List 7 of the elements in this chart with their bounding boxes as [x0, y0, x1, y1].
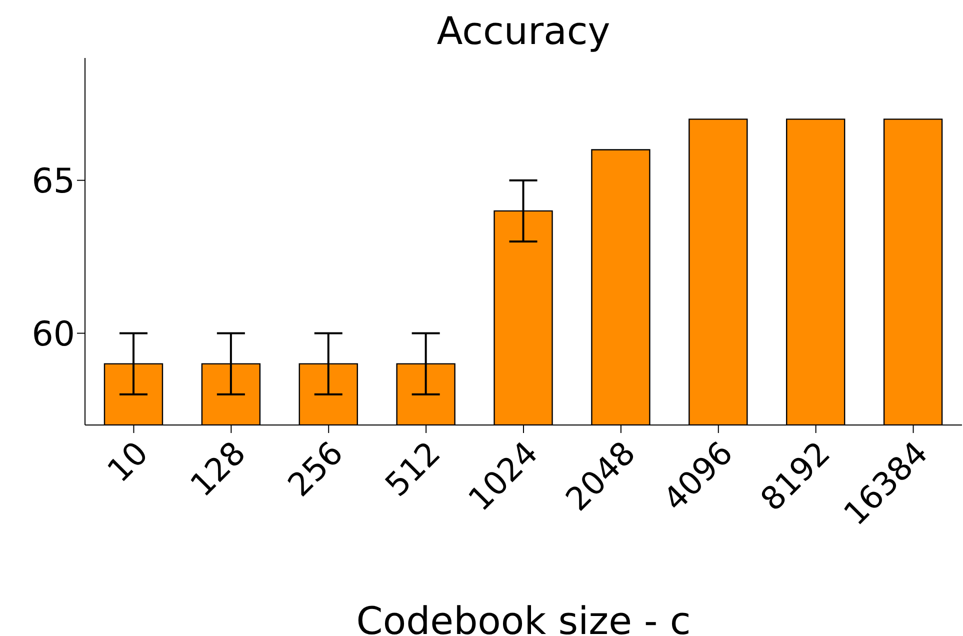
y-tick-label: 60: [32, 314, 75, 354]
x-axis-title: Codebook size - c: [356, 599, 691, 636]
y-tick-label: 65: [32, 161, 75, 202]
chart-title: Accuracy: [436, 8, 612, 54]
x-tick-label: 512: [378, 434, 448, 504]
x-tick-label: 128: [182, 434, 253, 504]
x-tick-label: 10: [100, 434, 156, 490]
